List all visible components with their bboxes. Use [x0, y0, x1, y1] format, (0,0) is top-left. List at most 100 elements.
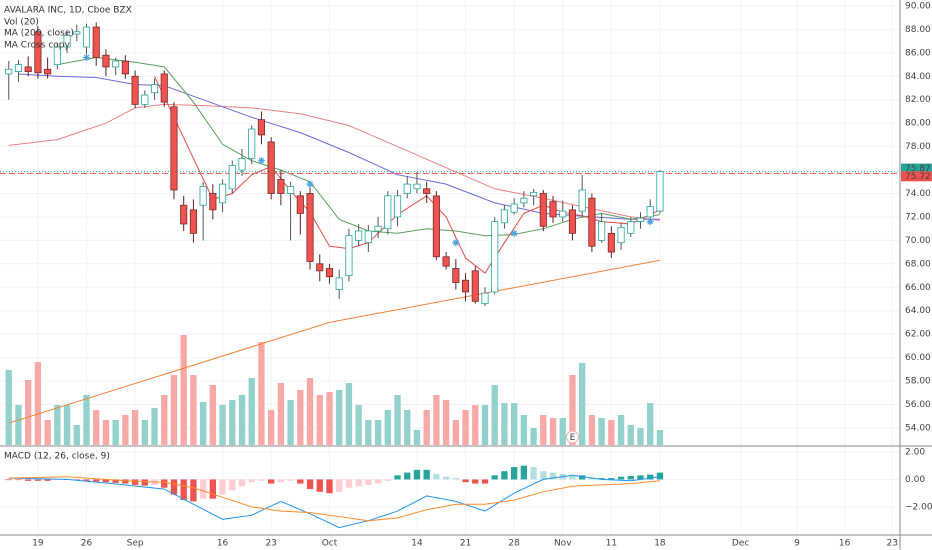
volume-bar — [462, 410, 469, 445]
candle-body — [228, 164, 236, 190]
ma-cross-marker — [452, 239, 460, 247]
candle-body — [5, 68, 13, 75]
candle-body — [345, 235, 353, 276]
volume-bar — [287, 400, 294, 445]
macd-histogram-bar — [44, 479, 51, 481]
candle-body — [170, 106, 178, 191]
volume-bar — [34, 362, 42, 445]
volume-bar — [404, 410, 411, 445]
candle-body — [500, 209, 508, 224]
y-tick-label: 80.00 — [905, 119, 931, 129]
volume-bar — [44, 420, 51, 445]
candle-body — [646, 205, 654, 218]
x-tick-label: Sep — [127, 539, 144, 549]
x-tick-label: 23 — [265, 539, 276, 549]
candle-body — [248, 128, 256, 159]
volume-bar — [54, 405, 61, 445]
y-tick-label: 90.00 — [905, 1, 931, 11]
macd-histogram-bar — [452, 478, 459, 480]
candle-body — [189, 209, 197, 234]
macd-histogram-bar — [423, 469, 430, 480]
chart-title: AVALARA INC, 1D, Cboe BZX — [4, 6, 132, 16]
candle-body — [14, 64, 23, 73]
volume-bar — [238, 395, 246, 445]
candle-body — [92, 26, 100, 58]
y-tick-label: 58.00 — [905, 377, 931, 387]
volume-bar — [510, 403, 518, 445]
macd-histogram-bar — [287, 479, 294, 481]
macd-histogram-bar — [491, 475, 498, 480]
volume-bar — [579, 363, 586, 445]
x-tick-label: 28 — [508, 539, 520, 549]
candle-body — [199, 186, 207, 206]
volume-bar — [306, 378, 314, 445]
volume-bar — [83, 395, 90, 445]
price-tag-label: 75.72 — [905, 172, 931, 182]
macd-histogram-bar — [433, 473, 440, 480]
candle-body — [44, 68, 52, 75]
x-tick-label: Nov — [554, 539, 572, 549]
volume-bar — [627, 425, 634, 445]
volume-bar — [559, 418, 566, 445]
y-tick-label: 2.00 — [905, 447, 925, 457]
macd-histogram-bar — [617, 476, 625, 480]
candle-body — [150, 84, 159, 94]
macd-histogram-bar — [306, 479, 314, 490]
volume-bar — [617, 415, 625, 445]
x-tick-label: 11 — [606, 539, 617, 549]
candle-body — [403, 183, 411, 194]
candle-body — [316, 263, 324, 272]
volume-bar — [656, 430, 664, 445]
candle-body — [559, 210, 567, 218]
candle-body — [539, 193, 547, 227]
volume-bar — [423, 410, 430, 445]
candle-body — [423, 188, 431, 194]
y-tick-label: 54.00 — [905, 423, 931, 433]
ma-cross-marker — [306, 180, 314, 188]
macd-label: MACD (12, 26, close, 9) — [4, 452, 110, 462]
candle-body — [491, 221, 499, 293]
volume-bar — [112, 420, 119, 445]
macd-histogram-bar — [277, 479, 285, 483]
volume-bar — [122, 415, 129, 445]
macd-histogram-bar — [229, 479, 236, 491]
macd-histogram-bar — [131, 479, 139, 485]
candle-body — [442, 256, 450, 267]
macd-histogram-bar — [219, 479, 226, 495]
volume-bar — [549, 418, 557, 445]
candle-body — [209, 193, 217, 211]
candle-body — [393, 195, 402, 218]
macd-histogram-bar — [83, 479, 90, 481]
price-tag-label: 75.87 — [905, 164, 931, 174]
volume-bar — [248, 378, 255, 445]
volume-bar — [608, 420, 615, 445]
macd-histogram-bar — [637, 475, 644, 480]
price-tag — [901, 163, 932, 174]
candle-body — [384, 195, 392, 230]
price-tag — [901, 171, 932, 182]
candle-body — [520, 197, 528, 204]
macd-histogram-bar — [248, 479, 255, 483]
volume-bar — [472, 405, 479, 445]
macd-histogram-bar — [209, 479, 217, 499]
macd-histogram-bar — [647, 474, 654, 480]
moving-average — [8, 103, 660, 221]
macd-histogram-bar — [579, 475, 586, 480]
volume-bar — [355, 405, 362, 445]
volume-bar — [501, 403, 508, 445]
macd-histogram-bar — [122, 479, 129, 484]
macd-histogram-bar — [413, 469, 421, 480]
candle-body — [578, 189, 586, 212]
candle-body — [549, 201, 557, 218]
macd-histogram-bar — [170, 479, 178, 495]
macd-histogram-bar — [25, 479, 32, 481]
macd-histogram-bar — [238, 479, 246, 487]
candle-body — [481, 292, 489, 305]
y-tick-label: 64.00 — [905, 306, 931, 316]
volume-bar — [413, 430, 421, 445]
volume-bar — [433, 395, 440, 445]
candle-body — [607, 232, 615, 253]
candle-body — [287, 186, 295, 194]
y-tick-label: 0.00 — [905, 475, 925, 485]
